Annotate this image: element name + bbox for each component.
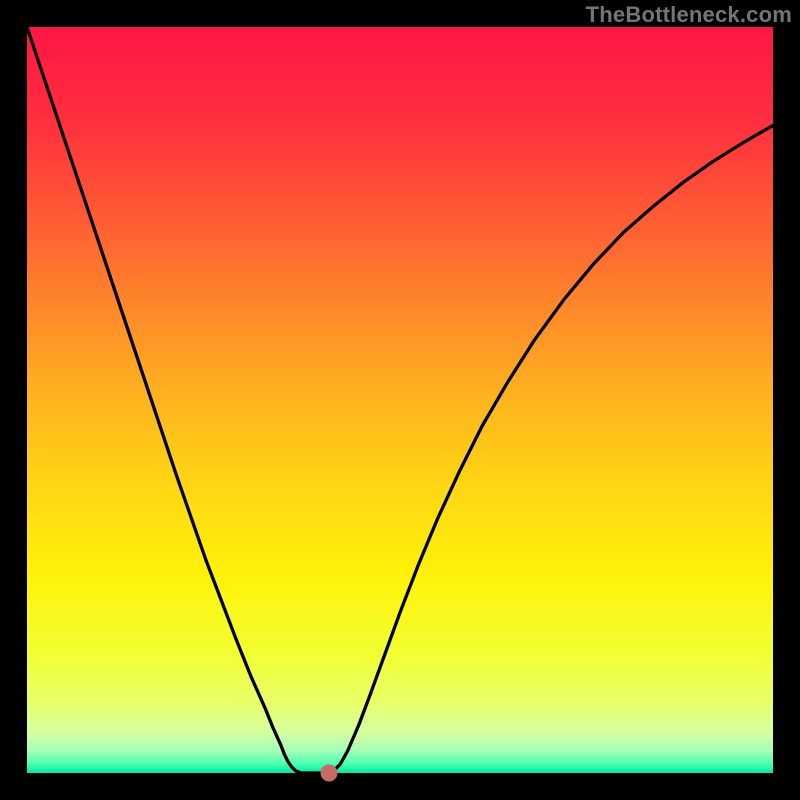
plot-area <box>27 27 773 773</box>
chart-frame: TheBottleneck.com <box>0 0 800 800</box>
watermark-text: TheBottleneck.com <box>586 2 792 28</box>
bottleneck-curve <box>27 27 773 773</box>
minimum-marker <box>321 765 338 782</box>
